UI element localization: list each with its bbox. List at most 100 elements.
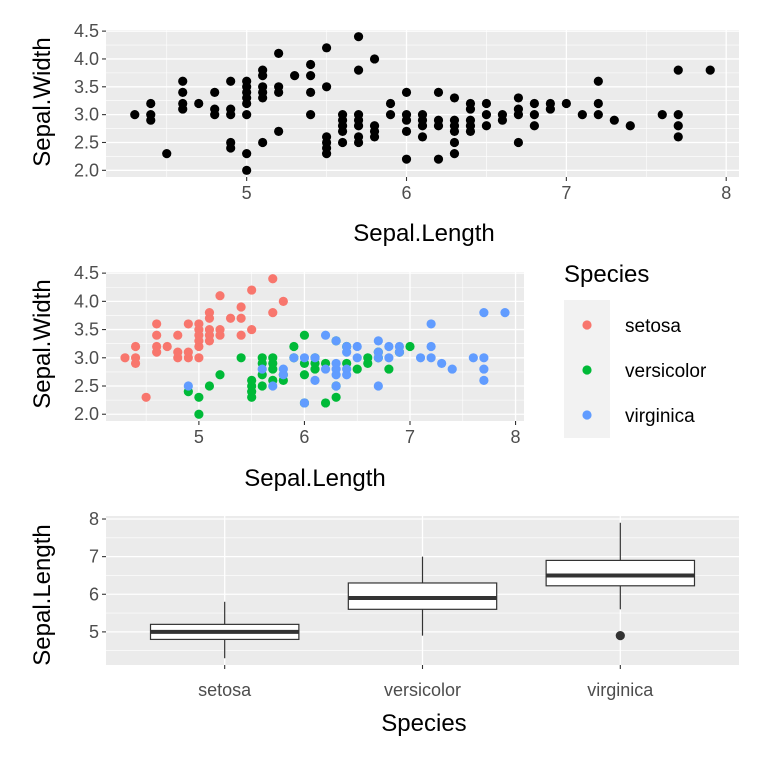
data-point-virginica: [342, 364, 352, 374]
data-point: [529, 121, 539, 131]
legend-label-versicolor: versicolor: [625, 361, 707, 382]
data-point: [481, 121, 492, 131]
legend-label-setosa: setosa: [625, 316, 681, 337]
data-point-versicolor: [257, 353, 267, 363]
plot-2-scatter-by-species: 2.0 2.5 3.0 3.5 4.0 4.5 5 6 7 8: [74, 263, 524, 447]
data-point: [401, 126, 412, 136]
y-tick-label: 4.0: [74, 291, 99, 311]
y-tick-label: 3.5: [74, 77, 99, 97]
data-point: [130, 110, 140, 120]
data-point: [417, 132, 428, 142]
data-point-versicolor: [320, 398, 331, 408]
data-point-setosa: [268, 274, 278, 284]
data-point-setosa: [268, 308, 278, 318]
data-point-virginica: [310, 353, 320, 363]
x-tick-label: 6: [299, 427, 309, 447]
data-point: [529, 110, 539, 120]
data-point: [274, 48, 284, 58]
y-tick-label: 8: [89, 509, 99, 529]
data-point: [369, 121, 380, 131]
x-tick-label: 5: [194, 427, 204, 447]
data-point: [369, 54, 380, 64]
data-point: [178, 98, 188, 109]
data-point-setosa: [183, 319, 193, 329]
data-point: [657, 110, 667, 120]
legend-key-setosa: [582, 320, 592, 330]
data-point: [146, 98, 156, 109]
y-tick-label: 3.0: [74, 348, 99, 368]
plot-3-boxplot: 5 6 7 8 setosa versicolor virginica: [89, 509, 739, 700]
data-point: [353, 65, 364, 75]
data-point-setosa: [183, 347, 193, 357]
x-tick-label: virginica: [587, 680, 654, 700]
data-point-setosa: [173, 330, 183, 340]
data-point: [433, 87, 444, 97]
data-point-setosa: [120, 353, 130, 363]
data-point: [353, 132, 364, 142]
box-versicolor: [347, 556, 498, 636]
outlier-point: [615, 631, 625, 641]
data-point-virginica: [268, 381, 278, 391]
data-point: [497, 110, 508, 120]
legend-key-virginica: [582, 410, 592, 420]
data-point-setosa: [194, 319, 204, 329]
data-point-setosa: [130, 341, 141, 352]
data-point: [529, 98, 539, 109]
x-tick-label: setosa: [198, 680, 252, 700]
data-point: [449, 137, 460, 148]
data-point: [449, 149, 460, 159]
data-point: [194, 98, 204, 109]
data-point: [306, 71, 316, 81]
data-point-virginica: [331, 381, 341, 391]
data-point: [353, 32, 364, 42]
plot-1-scatter: 2.0 2.5 3.0 3.5 4.0 4.5 5 6 7 8: [74, 21, 739, 203]
data-point: [577, 110, 587, 120]
data-point-versicolor: [384, 364, 394, 374]
data-point-virginica: [447, 364, 457, 374]
data-point: [226, 137, 236, 148]
data-point-virginica: [384, 341, 394, 352]
data-point: [146, 110, 156, 120]
y-tick-label: 4.0: [74, 49, 99, 69]
data-point-setosa: [194, 353, 204, 363]
plot-2-ylabel: Sepal.Width: [29, 279, 56, 408]
data-point-versicolor: [204, 381, 215, 391]
y-tick-label: 2.5: [74, 376, 99, 396]
data-point-virginica: [479, 375, 489, 385]
data-point: [465, 98, 476, 109]
data-point: [481, 110, 492, 120]
data-point-virginica: [352, 353, 362, 363]
legend-items: setosa versicolor virginica: [582, 316, 707, 427]
data-point-virginica: [342, 341, 352, 352]
data-point-virginica: [384, 353, 394, 363]
data-point-versicolor: [289, 341, 299, 352]
data-point: [337, 137, 348, 148]
data-point: [417, 110, 428, 120]
x-tick-label: versicolor: [384, 680, 461, 700]
data-point-virginica: [352, 341, 362, 352]
data-point-versicolor: [194, 392, 204, 402]
y-tick-label: 3.0: [74, 105, 99, 125]
data-point: [178, 87, 188, 97]
data-point: [258, 65, 268, 75]
data-point: [306, 59, 316, 70]
y-tick-label: 3.5: [74, 320, 99, 340]
data-point-setosa: [152, 330, 162, 340]
y-tick-label: 2.0: [74, 160, 99, 180]
data-point-virginica: [299, 398, 310, 408]
y-tick-label: 5: [89, 622, 99, 642]
data-point-virginica: [479, 353, 489, 363]
data-point: [306, 110, 316, 120]
data-point: [385, 110, 396, 120]
box-iqr: [545, 559, 696, 587]
data-point-virginica: [426, 341, 436, 352]
legend-title: Species: [564, 261, 649, 288]
plot-2-xlabel: Sepal.Length: [244, 465, 385, 492]
data-point-setosa: [204, 308, 215, 318]
data-point-setosa: [278, 296, 288, 306]
data-point-setosa: [247, 324, 257, 335]
data-point-virginica: [373, 347, 383, 357]
y-tick-label: 4.5: [74, 21, 99, 41]
data-point: [433, 115, 444, 125]
data-point-versicolor: [236, 353, 246, 363]
